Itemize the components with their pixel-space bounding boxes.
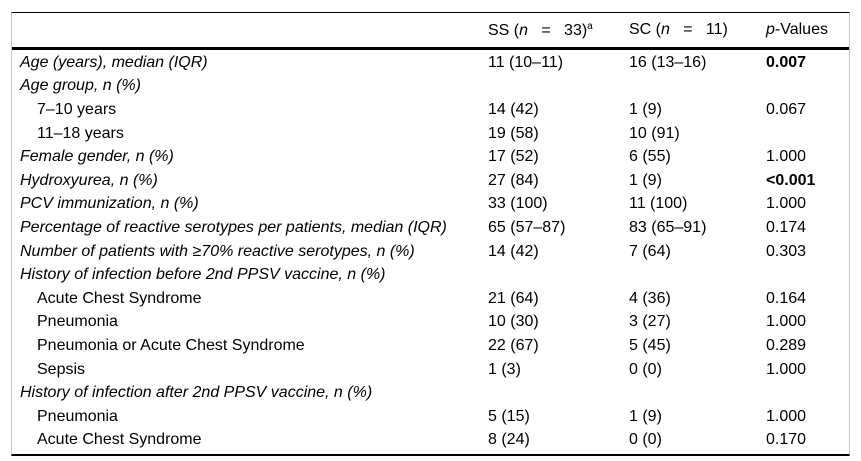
header-sc-eq: = (669, 21, 706, 38)
row-label: Pneumonia or Acute Chest Syndrome (37, 336, 305, 354)
header-ss-eq: = (528, 21, 565, 39)
sc-value: 16 (13–16) (629, 53, 707, 71)
p-value: 1.000 (766, 195, 807, 213)
ss-value: 21 (64) (488, 289, 539, 307)
sc-value: 3 (27) (629, 313, 671, 331)
sc-value: 4 (36) (629, 289, 671, 307)
table-row: Acute Chest Syndrome 8 (24) 0 (0) 0.170 (12, 429, 849, 453)
sc-value: 0 (0) (629, 360, 662, 378)
p-value: 0.170 (766, 431, 807, 449)
footnote-marker-a: a (587, 20, 593, 32)
table-row: Acute Chest Syndrome 21 (64) 4 (36) 0.16… (12, 287, 849, 311)
header-p-rest: -Values (774, 21, 828, 38)
sc-value: 5 (45) (629, 336, 671, 354)
header-ss-count: 33) (564, 21, 588, 39)
patient-characteristics-table: SS (n = 33)a SC (n = 11) p-Values Age (y… (11, 12, 850, 457)
table-row: Female gender, n (%) 17 (52) 6 (55) 1.00… (12, 145, 849, 169)
ss-value: 27 (84) (488, 171, 539, 189)
sc-value: 83 (65–91) (629, 218, 707, 236)
header-sc-n: n (661, 21, 670, 38)
ss-value: 33 (100) (488, 195, 548, 213)
header-sc-count: 11) (705, 21, 728, 38)
ss-value: 14 (42) (488, 100, 539, 118)
header-sc-prefix: SC ( (629, 21, 661, 38)
header-sc-column: SC (n = 11) (629, 22, 766, 38)
sc-value: 1 (9) (629, 171, 662, 189)
row-label: 11–18 years (37, 124, 124, 142)
sc-value: 10 (91) (629, 124, 680, 142)
p-value: 0.303 (766, 242, 807, 260)
header-p-italic: p (766, 21, 775, 38)
sc-value: 11 (100) (629, 195, 688, 213)
sc-value: 0 (0) (629, 431, 662, 449)
row-label: Percentage of reactive serotypes per pat… (20, 218, 447, 236)
p-value: 1.000 (766, 313, 807, 331)
table-row: Pneumonia 10 (30) 3 (27) 1.000 (12, 311, 849, 335)
table-header-row: SS (n = 33)a SC (n = 11) p-Values (12, 13, 849, 50)
sc-value: 6 (55) (629, 148, 671, 166)
table-row: History of infection before 2nd PPSV vac… (12, 263, 849, 287)
p-value: 0.289 (766, 336, 807, 354)
row-label: Hydroxyurea, n (%) (20, 171, 158, 189)
ss-value: 5 (15) (488, 407, 530, 425)
p-value: 1.000 (766, 360, 807, 378)
row-label: Sepsis (37, 360, 86, 378)
sc-value: 7 (64) (629, 242, 671, 260)
ss-value: 8 (24) (488, 431, 530, 449)
ss-value: 10 (30) (488, 313, 539, 331)
row-label: Number of patients with ≥70% reactive se… (20, 242, 415, 260)
p-value: 1.000 (766, 148, 807, 166)
p-value: 1.000 (766, 407, 807, 425)
table-row: History of infection after 2nd PPSV vacc… (12, 381, 849, 405)
row-label: History of infection after 2nd PPSV vacc… (20, 384, 373, 402)
table-row: 7–10 years 14 (42) 1 (9) 0.067 (12, 98, 849, 122)
p-value: <0.001 (766, 171, 816, 189)
table-row: Percentage of reactive serotypes per pat… (12, 216, 849, 240)
ss-value: 65 (57–87) (488, 218, 566, 236)
p-value: 0.164 (766, 289, 807, 307)
table-row: Sepsis 1 (3) 0 (0) 1.000 (12, 358, 849, 382)
table-row: 11–18 years 19 (58) 10 (91) (12, 122, 849, 146)
p-value: 0.007 (766, 53, 807, 71)
table-body: Age (years), median (IQR) 11 (10–11) 16 … (12, 50, 849, 454)
row-label: Age (years), median (IQR) (20, 53, 208, 71)
sc-value: 1 (9) (629, 100, 662, 118)
table-row: Age group, n (%) (12, 75, 849, 99)
row-label: Acute Chest Syndrome (37, 289, 202, 307)
row-label: Female gender, n (%) (20, 148, 174, 166)
ss-value: 11 (10–11) (488, 53, 564, 71)
table-row: Age (years), median (IQR) 11 (10–11) 16 … (12, 51, 849, 75)
header-ss-n: n (519, 21, 529, 39)
table-row: Pneumonia 5 (15) 1 (9) 1.000 (12, 405, 849, 429)
row-label: Age group, n (%) (20, 77, 141, 95)
row-label: Acute Chest Syndrome (37, 431, 202, 449)
table-row: Hydroxyurea, n (%) 27 (84) 1 (9) <0.001 (12, 169, 849, 193)
sc-value: 1 (9) (629, 407, 662, 425)
header-ss-column: SS (n = 33)a (488, 20, 629, 39)
table-row: Pneumonia or Acute Chest Syndrome 22 (67… (12, 334, 849, 358)
ss-value: 17 (52) (488, 148, 539, 166)
p-value: 0.067 (766, 100, 807, 118)
p-value: 0.174 (766, 218, 807, 236)
header-ss-prefix: SS ( (488, 21, 520, 39)
table-row: Number of patients with ≥70% reactive se… (12, 240, 849, 264)
ss-value: 14 (42) (488, 242, 539, 260)
ss-value: 22 (67) (488, 336, 539, 354)
row-label: 7–10 years (37, 100, 117, 118)
header-pvalues-column: p-Values (766, 22, 841, 38)
ss-value: 19 (58) (488, 124, 539, 142)
row-label: Pneumonia (37, 407, 118, 425)
table-row: PCV immunization, n (%) 33 (100) 11 (100… (12, 193, 849, 217)
ss-value: 1 (3) (488, 360, 521, 378)
row-label: Pneumonia (37, 313, 118, 331)
row-label: PCV immunization, n (%) (20, 195, 199, 213)
row-label: History of infection before 2nd PPSV vac… (20, 266, 386, 284)
